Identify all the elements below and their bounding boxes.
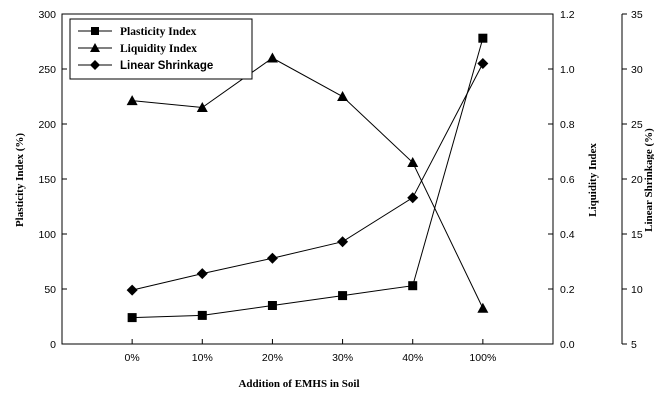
diamond-marker — [477, 58, 489, 69]
shrinkage-axis-tick-label: 25 — [631, 119, 643, 131]
left-axis-tick-label: 200 — [38, 119, 56, 131]
x-axis-tick-label: 100% — [469, 352, 496, 364]
legend-item-shrinkage: Linear Shrinkage — [78, 60, 213, 72]
liquidity-axis-tick-label: 0.4 — [560, 229, 575, 241]
series-plasticity-index — [127, 33, 488, 323]
legend-item-plasticity: Plasticity Index — [78, 26, 197, 38]
liquidity-axis-tick-label: 0.2 — [560, 284, 575, 296]
liquidity-axis-tick-label: 1.0 — [560, 64, 575, 76]
shrinkage-axis-title: Linear Shrinkage (%) — [643, 128, 654, 232]
shrinkage-axis-tick-label: 35 — [631, 9, 643, 21]
series-line-linear-shrinkage — [132, 63, 484, 291]
shrinkage-axis-tick-label: 5 — [631, 339, 637, 351]
x-axis: 0% 10% 20% 30% 40% 100% — [125, 339, 496, 364]
series-liquidity-index — [126, 52, 489, 313]
triangle-marker — [337, 91, 349, 101]
diamond-marker — [407, 192, 419, 204]
legend-item-liquidity: Liquidity Index — [78, 43, 197, 55]
shrinkage-axis-tick-label: 30 — [631, 64, 643, 76]
square-marker — [267, 301, 277, 310]
liquidity-axis-title: Liquidity Index — [587, 143, 599, 217]
legend: Plasticity Index Liquidity Index Linear … — [69, 18, 253, 80]
left-axis-tick-label: 100 — [38, 229, 56, 241]
shrinkage-axis-tick-label: 10 — [631, 284, 643, 296]
triangle-marker — [266, 52, 278, 63]
triangle-marker-icon — [90, 43, 100, 52]
triangle-marker — [407, 157, 419, 167]
legend-label-plasticity: Plasticity Index — [120, 26, 197, 38]
shrinkage-axis-tick-label: 20 — [631, 174, 643, 186]
left-axis-title: Plasticity Index (%) — [14, 133, 26, 227]
left-axis: 0 50 100 150 200 250 300 — [38, 9, 67, 351]
x-axis-title: Addition of EMHS in Soil — [238, 378, 359, 390]
diamond-marker — [196, 268, 208, 280]
diamond-marker-icon — [90, 60, 100, 70]
square-marker — [197, 310, 207, 320]
left-axis-tick-label: 0 — [50, 339, 56, 351]
left-axis-tick-label: 50 — [44, 284, 56, 296]
shrinkage-axis-tick-label: 15 — [631, 229, 643, 241]
square-marker — [127, 313, 137, 323]
x-axis-tick-label: 20% — [262, 352, 283, 364]
legend-label-shrinkage: Linear Shrinkage — [120, 60, 213, 72]
liquidity-axis-tick-label: 0.8 — [560, 119, 575, 131]
x-axis-tick-label: 0% — [125, 352, 140, 364]
triangle-marker — [196, 102, 208, 112]
x-axis-tick-label: 10% — [192, 352, 213, 364]
square-marker — [478, 33, 488, 43]
diamond-marker — [126, 284, 138, 296]
shrinkage-axis: 5 10 15 20 25 30 35 — [621, 9, 643, 351]
series-linear-shrinkage — [126, 58, 489, 296]
left-axis-tick-label: 250 — [38, 64, 56, 76]
triangle-marker — [126, 95, 138, 106]
triangle-marker — [477, 302, 489, 313]
legend-label-liquidity: Liquidity Index — [120, 43, 197, 55]
liquidity-axis-tick-label: 0.0 — [560, 339, 575, 351]
diamond-marker — [337, 236, 349, 248]
left-axis-tick-label: 300 — [38, 9, 56, 21]
liquidity-axis-tick-label: 0.6 — [560, 174, 575, 186]
left-axis-tick-label: 150 — [38, 174, 56, 186]
legend-box — [69, 18, 253, 80]
square-marker-icon — [91, 27, 99, 35]
series-line-plasticity-index — [132, 38, 484, 319]
square-marker — [408, 281, 418, 291]
diamond-marker — [266, 252, 278, 264]
x-axis-tick-label: 30% — [332, 352, 353, 364]
square-marker — [338, 291, 348, 301]
x-axis-tick-label: 40% — [402, 352, 423, 364]
liquidity-axis-tick-label: 1.2 — [560, 9, 575, 21]
series-layer — [126, 33, 489, 323]
liquidity-axis: 0.0 0.2 0.4 0.6 0.8 1.0 1.2 — [548, 9, 575, 351]
series-line-liquidity-index — [132, 57, 484, 309]
